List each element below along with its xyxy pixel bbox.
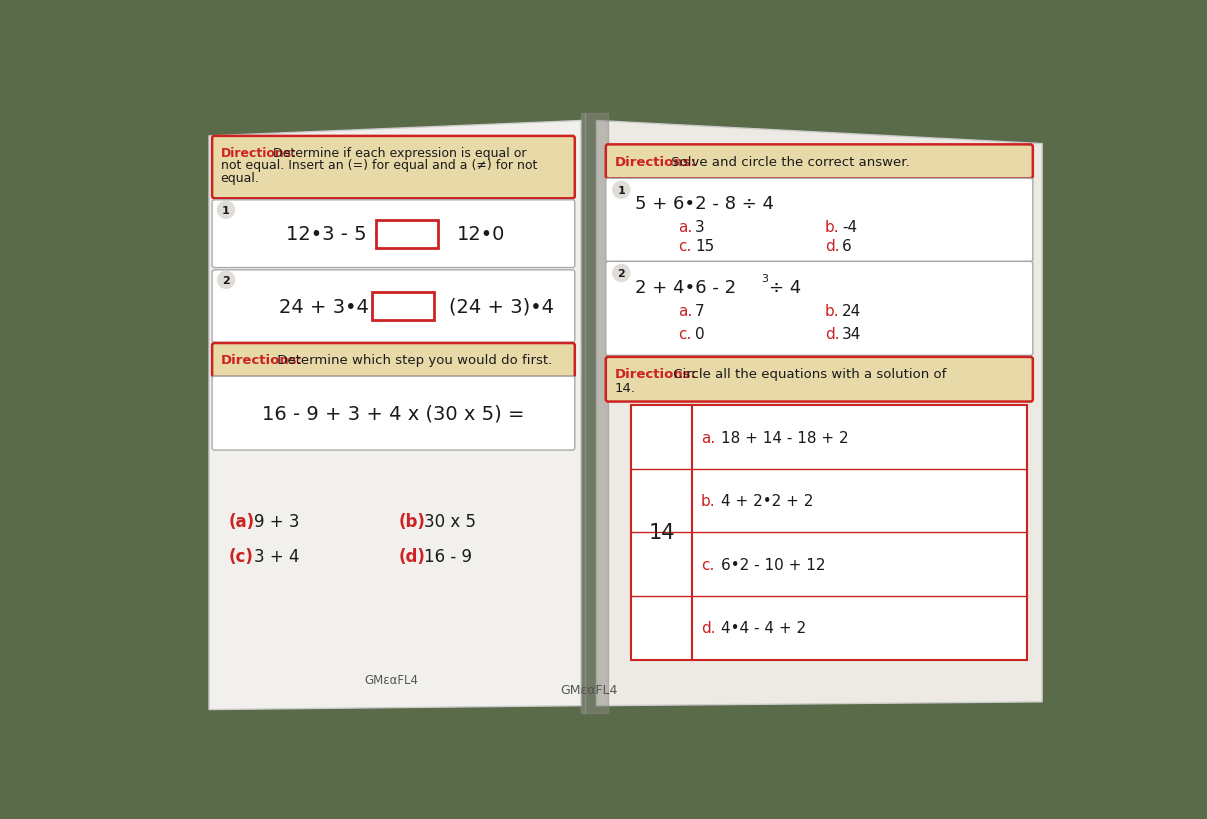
Text: 2 + 4•6 - 2: 2 + 4•6 - 2 xyxy=(635,278,736,296)
FancyBboxPatch shape xyxy=(212,137,575,199)
FancyBboxPatch shape xyxy=(606,145,1033,179)
FancyBboxPatch shape xyxy=(606,262,1033,356)
Bar xyxy=(631,406,1027,659)
Text: Directions:: Directions: xyxy=(614,368,696,381)
Bar xyxy=(375,220,438,248)
Text: 0: 0 xyxy=(695,327,705,342)
Text: c.: c. xyxy=(678,238,692,253)
Text: 4•4 - 4 + 2: 4•4 - 4 + 2 xyxy=(722,621,806,636)
FancyBboxPatch shape xyxy=(212,377,575,450)
Text: (24 + 3)•4: (24 + 3)•4 xyxy=(449,297,554,316)
Text: 2: 2 xyxy=(618,269,625,278)
Text: 14.: 14. xyxy=(614,382,635,394)
Text: Determine if each expression is equal or: Determine if each expression is equal or xyxy=(269,147,527,160)
Text: a.: a. xyxy=(701,430,716,445)
Text: -4: -4 xyxy=(842,220,857,235)
Text: 12•0: 12•0 xyxy=(457,225,506,244)
Text: 5 + 6•2 - 8 ÷ 4: 5 + 6•2 - 8 ÷ 4 xyxy=(635,195,774,213)
Text: d.: d. xyxy=(701,621,716,636)
Text: 30 x 5: 30 x 5 xyxy=(425,512,477,530)
Text: 7: 7 xyxy=(695,304,705,319)
Text: 2: 2 xyxy=(222,275,229,286)
Polygon shape xyxy=(596,121,1042,706)
Circle shape xyxy=(217,202,234,219)
FancyBboxPatch shape xyxy=(212,201,575,269)
Text: ÷ 4: ÷ 4 xyxy=(769,278,800,296)
Text: GMεαFL4: GMεαFL4 xyxy=(365,673,418,686)
Text: b.: b. xyxy=(826,304,840,319)
Text: c.: c. xyxy=(701,557,715,572)
Text: 3: 3 xyxy=(760,274,768,283)
Text: Directions:: Directions: xyxy=(221,147,297,160)
Text: 14: 14 xyxy=(648,523,675,543)
Text: (a): (a) xyxy=(228,512,255,530)
Text: 6: 6 xyxy=(842,238,852,253)
FancyBboxPatch shape xyxy=(606,357,1033,402)
Text: 9 + 3: 9 + 3 xyxy=(253,512,299,530)
Text: Circle all the equations with a solution of: Circle all the equations with a solution… xyxy=(669,368,946,381)
Text: 15: 15 xyxy=(695,238,715,253)
Text: not equal. Insert an (=) for equal and a (≠) for not: not equal. Insert an (=) for equal and a… xyxy=(221,159,537,172)
Polygon shape xyxy=(209,121,581,710)
Text: a.: a. xyxy=(678,304,692,319)
Text: a.: a. xyxy=(678,220,692,235)
Text: d.: d. xyxy=(826,238,840,253)
Text: 16 - 9: 16 - 9 xyxy=(425,547,472,565)
Text: c.: c. xyxy=(678,327,692,342)
Text: 16 - 9 + 3 + 4 x (30 x 5) =: 16 - 9 + 3 + 4 x (30 x 5) = xyxy=(262,404,525,423)
FancyBboxPatch shape xyxy=(606,179,1033,262)
Text: 3 + 4: 3 + 4 xyxy=(253,547,299,565)
Text: 18 + 14 - 18 + 2: 18 + 14 - 18 + 2 xyxy=(722,430,849,445)
Text: b.: b. xyxy=(701,494,716,509)
FancyBboxPatch shape xyxy=(212,344,575,378)
Text: 4 + 2•2 + 2: 4 + 2•2 + 2 xyxy=(722,494,814,509)
Text: 24: 24 xyxy=(842,304,862,319)
Text: 12•3 - 5 + 2: 12•3 - 5 + 2 xyxy=(286,225,408,244)
Text: (c): (c) xyxy=(228,547,253,565)
Text: 3: 3 xyxy=(695,220,705,235)
Text: d.: d. xyxy=(826,327,840,342)
Text: equal.: equal. xyxy=(221,171,260,184)
Text: (b): (b) xyxy=(398,512,426,530)
Text: Solve and circle the correct answer.: Solve and circle the correct answer. xyxy=(667,156,910,169)
Text: Determine which step you would do first.: Determine which step you would do first. xyxy=(273,354,553,367)
Text: 1: 1 xyxy=(222,206,229,215)
Text: 1: 1 xyxy=(618,186,625,196)
Text: GMεαFL4: GMεαFL4 xyxy=(560,684,618,697)
Text: 6•2 - 10 + 12: 6•2 - 10 + 12 xyxy=(722,557,826,572)
Text: Directions:: Directions: xyxy=(614,156,696,169)
Circle shape xyxy=(613,182,630,199)
Text: b.: b. xyxy=(826,220,840,235)
Text: 24 + 3•4: 24 + 3•4 xyxy=(279,297,368,316)
Circle shape xyxy=(613,265,630,282)
Text: 34: 34 xyxy=(842,327,862,342)
Circle shape xyxy=(217,272,234,289)
FancyBboxPatch shape xyxy=(212,270,575,343)
Text: Directions:: Directions: xyxy=(221,354,303,367)
Bar xyxy=(372,293,433,320)
Text: (d): (d) xyxy=(398,547,426,565)
